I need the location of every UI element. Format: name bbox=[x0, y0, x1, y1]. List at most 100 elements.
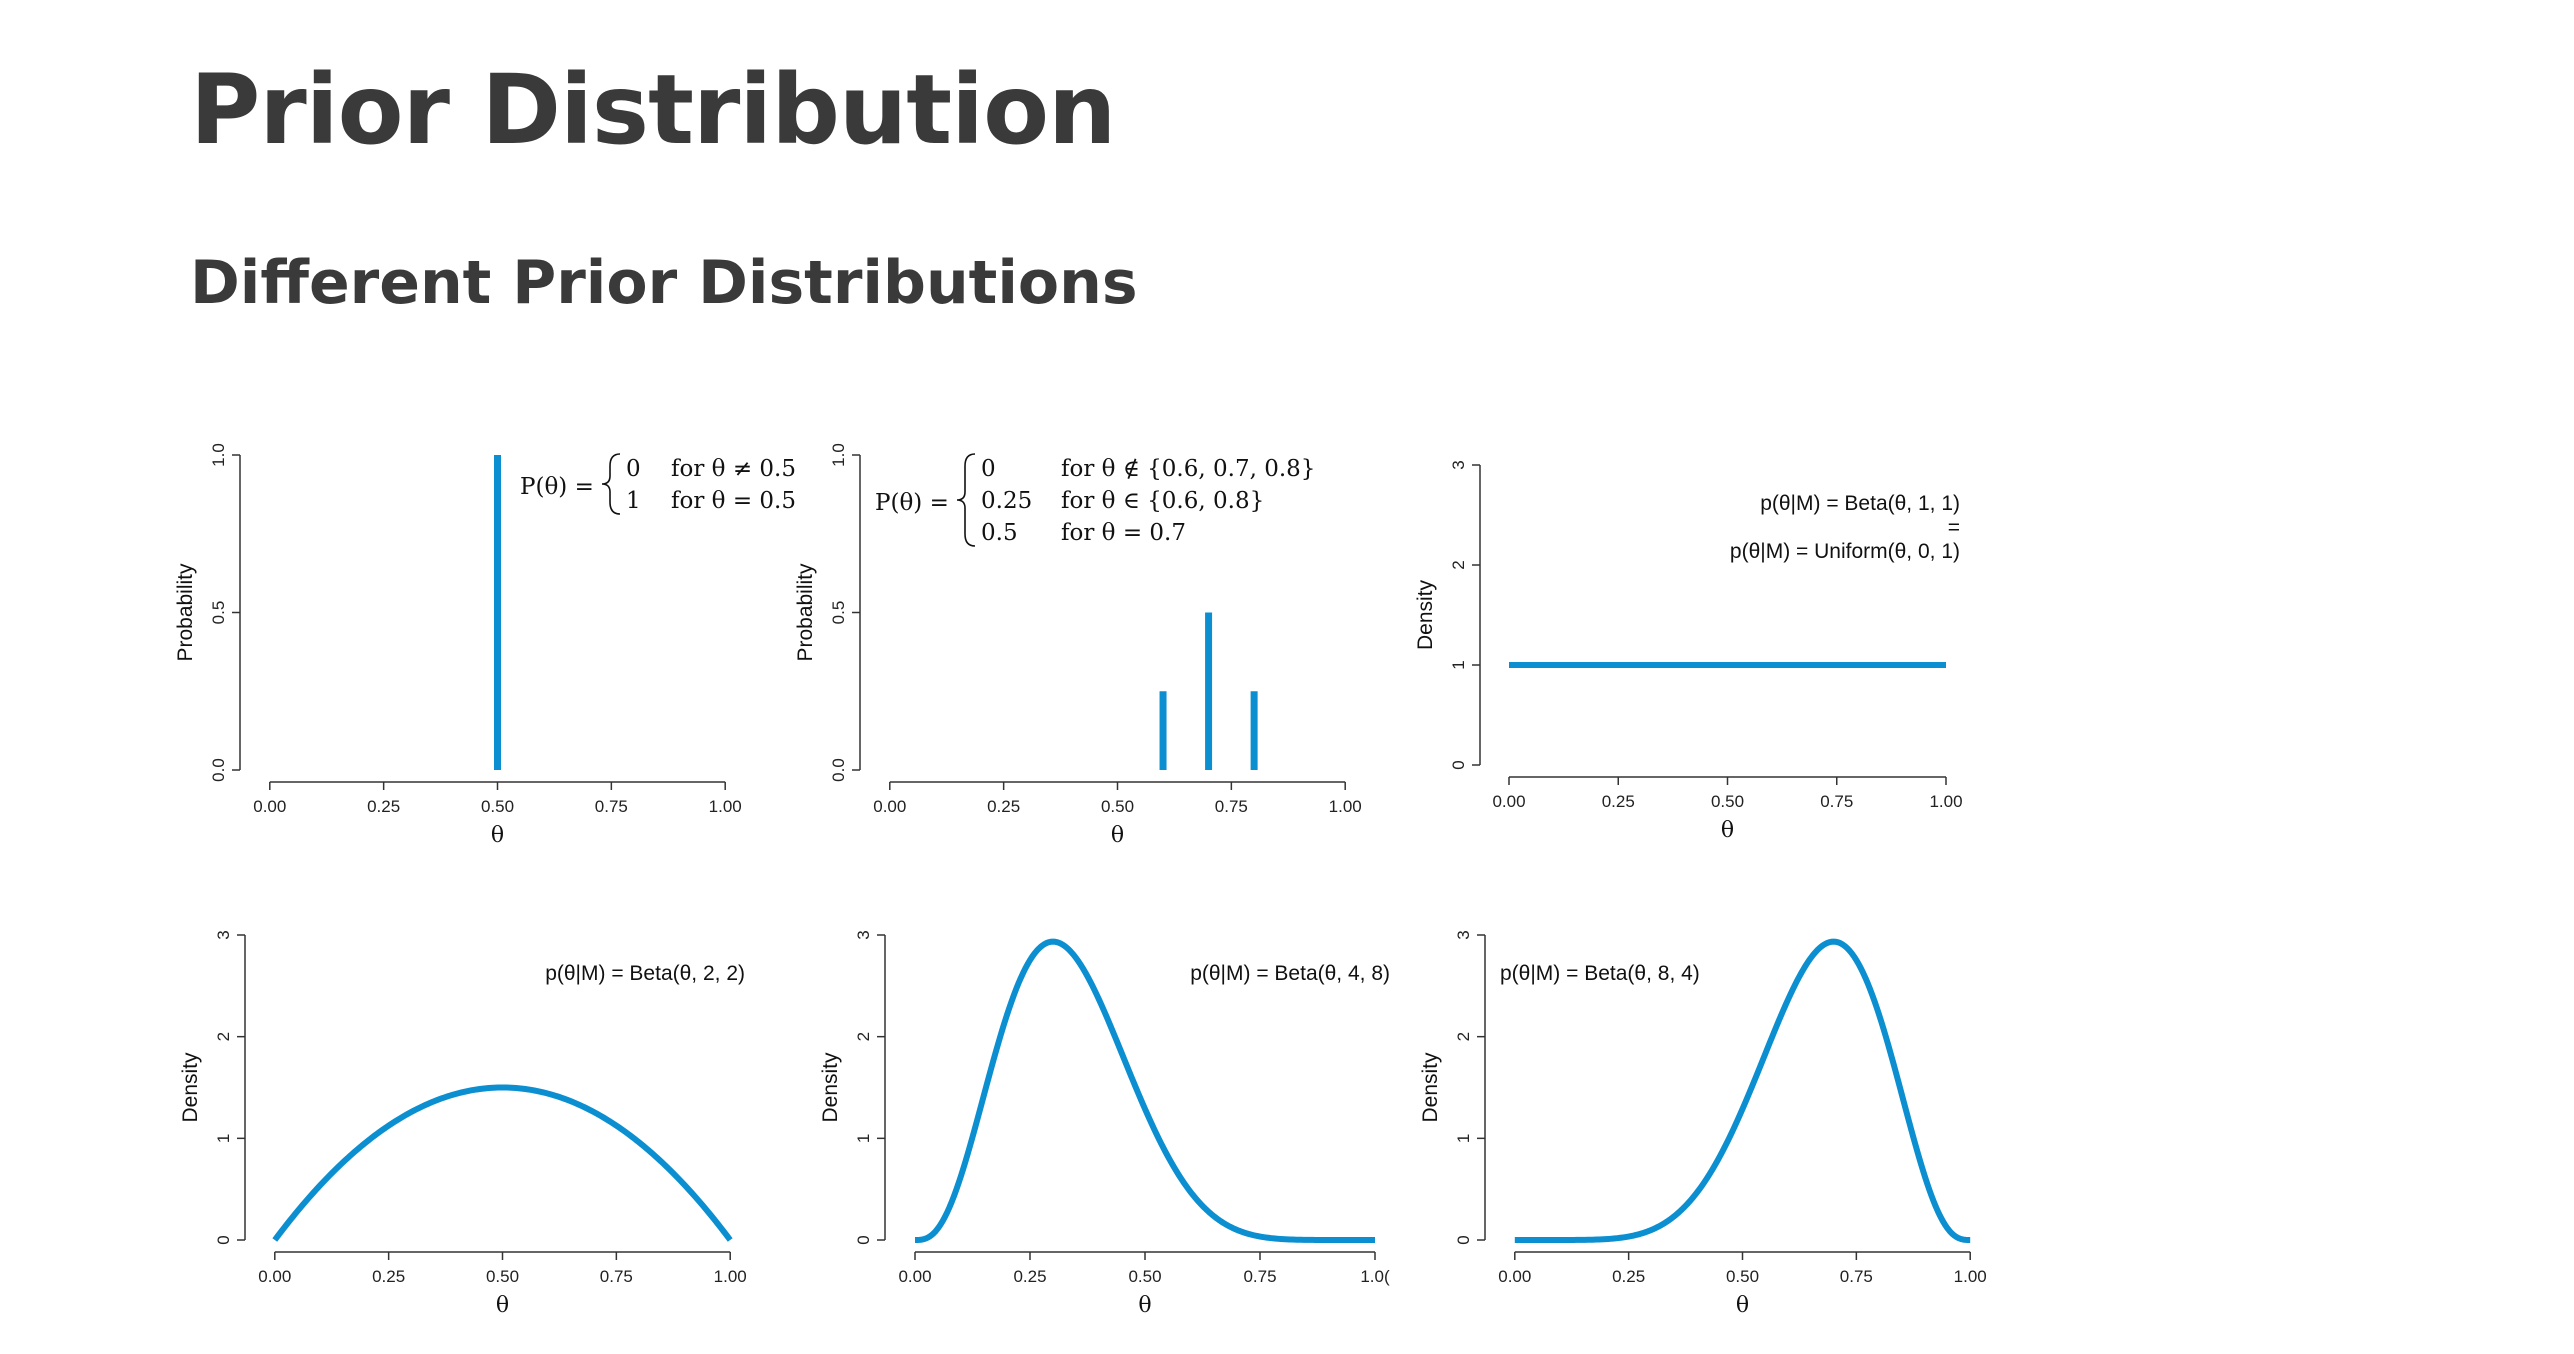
x-tick-label: 0.75 bbox=[1840, 1267, 1873, 1286]
density-curve bbox=[272, 1084, 733, 1242]
y-axis-label: Density bbox=[819, 1052, 842, 1123]
y-tick-label: 2 bbox=[1454, 1032, 1473, 1041]
x-tick-label: 0.50 bbox=[1101, 797, 1134, 816]
y-axis-label: Density bbox=[179, 1052, 202, 1123]
formula-case-value: 0 bbox=[626, 456, 641, 482]
x-axis-label: θ bbox=[496, 1293, 509, 1318]
y-tick-label: 1 bbox=[1454, 1134, 1473, 1143]
chart-svg: 0 1 2 3 0.00 0.25 0.50 0.75 1.00 θ Density p(θ|M) =… bbox=[179, 930, 747, 1318]
x-tick-label: 0.00 bbox=[873, 797, 906, 816]
y-tick-label: 0.5 bbox=[829, 601, 848, 625]
x-tick-label: 0.25 bbox=[1013, 1267, 1046, 1286]
x-tick-label: 1.00 bbox=[714, 1267, 747, 1286]
chart-svg: 0 1 2 3 0.00 0.25 0.50 0.75 1.0( θ Density p(θ|M) =… bbox=[819, 930, 1390, 1318]
density-curve bbox=[914, 938, 1376, 1243]
formula-case-value: 1 bbox=[626, 488, 641, 514]
x-tick-label: 0.25 bbox=[1602, 792, 1635, 811]
x-tick-label: 0.50 bbox=[481, 797, 514, 816]
x-tick-label: 1.00 bbox=[1929, 792, 1962, 811]
formula-case-condition: for θ ∈ {0.6, 0.8} bbox=[1061, 488, 1264, 514]
chart-beta-2-2-prior: 0 1 2 3 0.00 0.25 0.50 0.75 1.00 θ Density p(θ|M) =… bbox=[170, 920, 800, 1340]
y-tick-label: 3 bbox=[1449, 460, 1468, 469]
x-tick-label: 0.25 bbox=[372, 1267, 405, 1286]
x-axis-label: θ bbox=[491, 823, 504, 848]
distribution-annotation: p(θ|M) = Beta(θ, 8, 4) bbox=[1500, 962, 1700, 985]
distribution-annotation: p(θ|M) = Beta(θ, 4, 8) bbox=[1190, 962, 1390, 985]
x-tick-label: 1.00 bbox=[1954, 1267, 1987, 1286]
y-tick-label: 1 bbox=[854, 1134, 873, 1143]
y-tick-label: 1.0 bbox=[829, 443, 848, 467]
formula-case-condition: for θ = 0.7 bbox=[1061, 520, 1186, 546]
annotation-line: p(θ|M) = Beta(θ, 4, 8) bbox=[1190, 962, 1390, 985]
formula-lhs: P(θ) = bbox=[520, 474, 594, 500]
y-axis-label: Density bbox=[1414, 579, 1437, 650]
chart-three-point-prior: 0.0 0.5 1.0 0.00 0.25 0.50 0.75 1.00 θ Probabilit… bbox=[794, 440, 1420, 870]
chart-beta-8-4-prior: 0 1 2 3 0.00 0.25 0.50 0.75 1.00 θ Density p(θ|M) =… bbox=[1410, 920, 2040, 1340]
formula-case-condition: for θ ∉ {0.6, 0.7, 0.8} bbox=[1061, 456, 1315, 482]
x-tick-label: 0.00 bbox=[1498, 1267, 1531, 1286]
formula-brace bbox=[601, 453, 621, 515]
x-tick-label: 0.75 bbox=[1820, 792, 1853, 811]
formula-lhs: P(θ) = bbox=[875, 490, 949, 516]
y-tick-label: 3 bbox=[1454, 930, 1473, 939]
x-tick-label: 0.00 bbox=[898, 1267, 931, 1286]
y-tick-label: 2 bbox=[1449, 560, 1468, 569]
formula-case-value: 0 bbox=[981, 456, 996, 482]
y-tick-label: 2 bbox=[854, 1032, 873, 1041]
y-tick-label: 0 bbox=[214, 1235, 233, 1244]
y-tick-label: 0.0 bbox=[209, 758, 228, 782]
formula-case-condition: for θ ≠ 0.5 bbox=[671, 456, 796, 482]
x-tick-label: 0.25 bbox=[1612, 1267, 1645, 1286]
annotation-line: p(θ|M) = Uniform(θ, 0, 1) bbox=[1730, 540, 1960, 563]
x-tick-label: 0.50 bbox=[1128, 1267, 1161, 1286]
y-tick-label: 0 bbox=[854, 1235, 873, 1244]
x-tick-label: 0.50 bbox=[1711, 792, 1744, 811]
x-tick-label: 0.75 bbox=[1215, 797, 1248, 816]
annotation-line: p(θ|M) = Beta(θ, 2, 2) bbox=[545, 962, 745, 985]
x-tick-label: 0.25 bbox=[367, 797, 400, 816]
y-tick-label: 0.5 bbox=[209, 601, 228, 625]
chart-svg: 0.00.51.00.00 0.25 0.50 0.75 1.00θProbabilit… bbox=[174, 443, 796, 848]
formula-case-value: 0.25 bbox=[981, 488, 1032, 514]
chart-svg: 0 1 2 3 0.00 0.25 0.50 0.75 1.00 θ Density p(θ|M) =… bbox=[1414, 460, 1963, 843]
y-tick-label: 3 bbox=[854, 930, 873, 939]
x-axis-label: θ bbox=[1138, 1293, 1151, 1318]
formula-case-condition: for θ = 0.5 bbox=[671, 488, 796, 514]
y-tick-label: 0.0 bbox=[829, 758, 848, 782]
chart-svg: 0.00.51.00.00 0.25 0.50 0.75 1.00θProbabilit… bbox=[794, 443, 1362, 848]
formula-brace bbox=[956, 453, 976, 547]
x-tick-label: 0.75 bbox=[600, 1267, 633, 1286]
x-axis-label: θ bbox=[1736, 1293, 1749, 1318]
distribution-annotation: p(θ|M) = Beta(θ, 2, 2) bbox=[545, 962, 745, 985]
y-tick-label: 2 bbox=[214, 1032, 233, 1041]
chart-beta-4-8-prior: 0 1 2 3 0.00 0.25 0.50 0.75 1.0( θ Density p(θ|M) =… bbox=[810, 920, 1450, 1340]
x-tick-label: 0.25 bbox=[987, 797, 1020, 816]
formula-annotation: P(θ) = 0 for θ ≠ 0.5 1 for θ = 0.5 bbox=[520, 453, 796, 515]
y-tick-label: 0 bbox=[1449, 760, 1468, 769]
distribution-annotation: p(θ|M) = Beta(θ, 1, 1)=p(θ|M) = Uniform(… bbox=[1730, 492, 1960, 563]
y-axis-label: Probability bbox=[794, 563, 817, 662]
y-tick-label: 1 bbox=[1449, 660, 1468, 669]
x-tick-label: 0.75 bbox=[1243, 1267, 1276, 1286]
density-curve bbox=[1514, 938, 1971, 1243]
chart-point-mass-prior: 0.0 0.5 1.0 0.00 0.25 0.50 0.75 1.00 θ Probabilit… bbox=[174, 440, 800, 870]
x-tick-label: 1.0( bbox=[1360, 1267, 1390, 1286]
formula-annotation: P(θ) = 0 for θ ∉ {0.6, 0.7, 0.8} 0.25 for θ … bbox=[875, 453, 1315, 547]
x-tick-label: 0.50 bbox=[486, 1267, 519, 1286]
x-tick-label: 0.50 bbox=[1726, 1267, 1759, 1286]
chart-uniform-prior: 0 1 2 3 0.00 0.25 0.50 0.75 1.00 θ Density p(θ|M) =… bbox=[1414, 450, 2020, 860]
x-tick-label: 0.00 bbox=[1492, 792, 1525, 811]
annotation-line: p(θ|M) = Beta(θ, 1, 1) bbox=[1760, 492, 1960, 515]
x-tick-label: 0.00 bbox=[258, 1267, 291, 1286]
annotation-line: = bbox=[1948, 516, 1960, 539]
y-tick-label: 1 bbox=[214, 1134, 233, 1143]
chart-svg: 0 1 2 3 0.00 0.25 0.50 0.75 1.00 θ Density p(θ|M) =… bbox=[1419, 930, 1987, 1318]
y-tick-label: 1.0 bbox=[209, 443, 228, 467]
x-axis-label: θ bbox=[1721, 818, 1734, 843]
y-axis-label: Probability bbox=[174, 563, 197, 662]
x-axis-label: θ bbox=[1111, 823, 1124, 848]
formula-case-value: 0.5 bbox=[981, 520, 1018, 546]
y-tick-label: 0 bbox=[1454, 1235, 1473, 1244]
annotation-line: p(θ|M) = Beta(θ, 8, 4) bbox=[1500, 962, 1700, 985]
x-tick-label: 1.00 bbox=[1329, 797, 1362, 816]
